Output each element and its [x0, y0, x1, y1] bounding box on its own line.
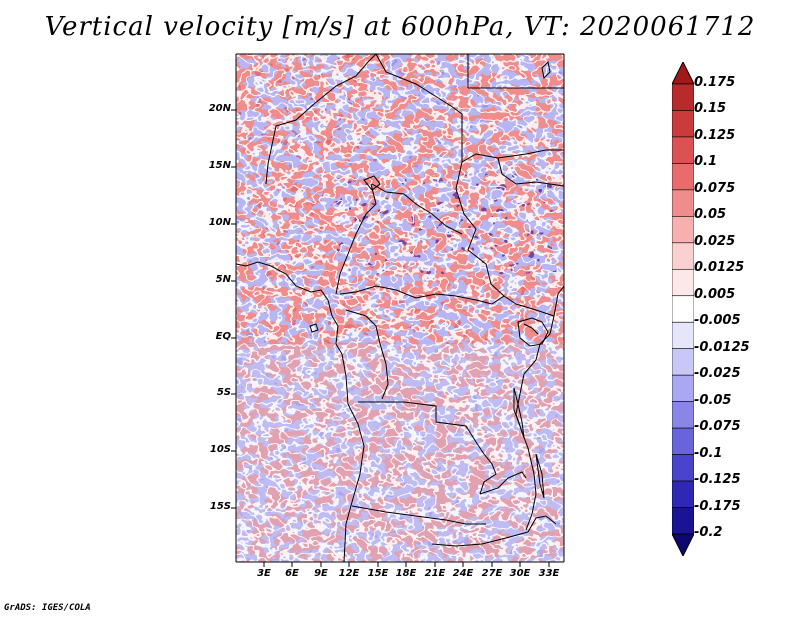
- lon-label-21e: 21E: [424, 568, 446, 579]
- colorbar-bin: [671, 480, 695, 508]
- colorbar-bin: [671, 507, 695, 535]
- lat-label-5n: 5N: [215, 274, 231, 285]
- map-plot: [236, 54, 564, 562]
- lat-label-eq: EQ: [215, 331, 231, 342]
- colorbar-label: -0.0125: [694, 339, 750, 355]
- lon-label-6e: 6E: [285, 568, 299, 579]
- colorbar-bin: [671, 268, 695, 297]
- lon-label-30e: 30E: [509, 568, 531, 579]
- colorbar-bin: [671, 348, 695, 376]
- colorbar-top-triangle: [671, 60, 695, 85]
- colorbar-bin: [671, 136, 695, 164]
- lon-label-3e: 3E: [257, 568, 271, 579]
- colorbar-label: -0.1: [694, 445, 723, 461]
- lat-label-10s: 10S: [209, 444, 231, 455]
- colorbar-bin: [671, 163, 695, 191]
- colorbar-bin: [671, 295, 695, 323]
- colorbar-label: -0.05: [694, 392, 732, 408]
- colorbar-bin: [671, 454, 695, 482]
- grads-credit: GrADS: IGES/COLA: [4, 603, 91, 613]
- colorbar-label: 0.005: [694, 286, 736, 302]
- lon-label-33e: 33E: [538, 568, 560, 579]
- colorbar-label: -0.2: [694, 525, 723, 540]
- lat-label-5s: 5S: [216, 387, 231, 398]
- lon-label-9e: 9E: [314, 568, 328, 579]
- colorbar-bin: [671, 216, 695, 244]
- lat-label-15s: 15S: [209, 501, 231, 512]
- lon-label-18e: 18E: [395, 568, 417, 579]
- colorbar-label: 0.15: [694, 101, 727, 117]
- colorbar-label: -0.175: [694, 498, 741, 514]
- colorbar-label: -0.025: [694, 366, 741, 382]
- colorbar-label: 0.175: [694, 75, 736, 90]
- lat-label-10n: 10N: [208, 217, 231, 228]
- chart-title: Vertical velocity [m/s] at 600hPa, VT: 2…: [44, 12, 756, 42]
- lon-label-27e: 27E: [481, 568, 503, 579]
- colorbar-label: 0.0125: [694, 260, 745, 276]
- colorbar-bin: [671, 83, 695, 111]
- colorbar-bin: [671, 321, 695, 350]
- colorbar-bin: [671, 242, 695, 270]
- colorbar-bin: [671, 374, 695, 402]
- colorbar-label: -0.005: [694, 313, 741, 329]
- colorbar-bin: [671, 427, 695, 455]
- colorbar-label: 0.05: [694, 207, 727, 223]
- lon-label-24e: 24E: [452, 568, 474, 579]
- colorbar-label: 0.125: [694, 127, 736, 143]
- lat-label-15n: 15N: [208, 160, 231, 171]
- colorbar-label: -0.075: [694, 419, 741, 435]
- country-borders: [236, 54, 564, 562]
- colorbar-bin: [671, 110, 695, 138]
- colorbar-label: 0.025: [694, 233, 736, 249]
- colorbar-bin: [671, 189, 695, 217]
- lon-label-15e: 15E: [367, 568, 389, 579]
- colorbar-label: 0.075: [694, 180, 736, 196]
- lat-label-20n: 20N: [208, 103, 231, 114]
- colorbar-bin: [671, 401, 695, 429]
- lon-label-12e: 12E: [338, 568, 360, 579]
- colorbar-label: -0.125: [694, 472, 741, 488]
- colorbar: [671, 60, 695, 558]
- colorbar-bottom-triangle: [671, 533, 695, 558]
- colorbar-label: 0.1: [694, 154, 718, 170]
